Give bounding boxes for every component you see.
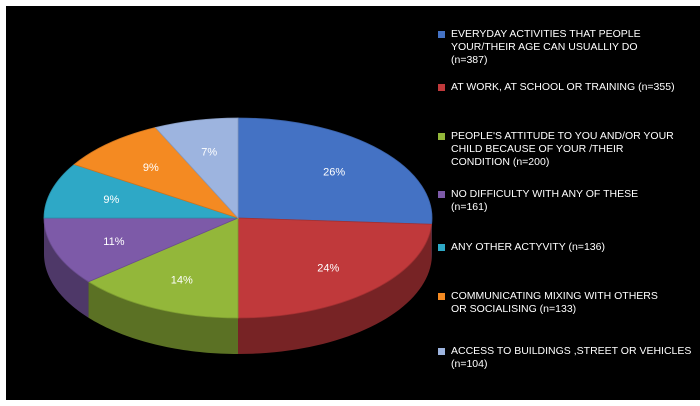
legend-item-5: ANY OTHER ACTYVITY (n=136) bbox=[438, 241, 700, 254]
legend-item-3: PEOPLE'S ATTITUDE TO YOU AND/OR YOUR CHI… bbox=[438, 130, 700, 169]
legend-label-2: AT WORK, AT SCHOOL OR TRAINING (n=355) bbox=[451, 81, 675, 93]
pie-slice-6 bbox=[73, 127, 240, 219]
pie-slice-label-5: 9% bbox=[103, 194, 119, 206]
pie-slice-label-3: 14% bbox=[171, 275, 193, 287]
pie-slice-5 bbox=[43, 163, 239, 219]
pie-chart: 26% 24% 14% 11% 9% 9% 7% bbox=[43, 117, 433, 354]
legend-label-5: ANY OTHER ACTYVITY (n=136) bbox=[451, 241, 605, 253]
pie-slice-side-2 bbox=[238, 224, 432, 354]
chart-panel: 26% 24% 14% 11% 9% 9% 7% EVERYDAY ACTIVITIES T… bbox=[6, 6, 700, 400]
legend-label-6: COMMUNICATING MIXING WITH OTHERS OR SOCI… bbox=[451, 290, 658, 315]
legend-item-4: NO DIFFICULTY WITH ANY OF THESE (n=161) bbox=[438, 188, 700, 214]
pie-slice-2 bbox=[237, 217, 433, 319]
legend-item-1: EVERYDAY ACTIVITIES THAT PEOPLE YOUR/THE… bbox=[438, 28, 700, 67]
legend-label-7: ACCESS TO BUILDINGS ,STREET OR VEHICLES … bbox=[451, 345, 692, 370]
legend-item-7: ACCESS TO BUILDINGS ,STREET OR VEHICLES … bbox=[438, 345, 700, 371]
pie-slice-3 bbox=[87, 217, 239, 319]
pie-slice-label-4: 11% bbox=[103, 236, 124, 248]
legend-label-3: PEOPLE'S ATTITUDE TO YOU AND/OR YOUR CHI… bbox=[451, 130, 674, 168]
pie-slice-label-6: 9% bbox=[143, 162, 159, 174]
legend-item-2: AT WORK, AT SCHOOL OR TRAINING (n=355) bbox=[438, 81, 700, 94]
pie-slice-4 bbox=[43, 217, 239, 283]
pie-slice-label-1: 26% bbox=[323, 167, 345, 179]
pie-slice-side-4 bbox=[44, 218, 89, 318]
legend-label-1: EVERYDAY ACTIVITIES THAT PEOPLE YOUR/THE… bbox=[451, 28, 641, 66]
pie-slice-1 bbox=[237, 117, 433, 225]
pie-slice-label-2: 24% bbox=[317, 263, 339, 275]
pie-slice-7 bbox=[154, 117, 239, 220]
legend-label-4: NO DIFFICULTY WITH ANY OF THESE (n=161) bbox=[451, 188, 639, 213]
legend-item-6: COMMUNICATING MIXING WITH OTHERS OR SOCI… bbox=[438, 290, 700, 316]
pie-slice-label-7: 7% bbox=[201, 147, 217, 159]
